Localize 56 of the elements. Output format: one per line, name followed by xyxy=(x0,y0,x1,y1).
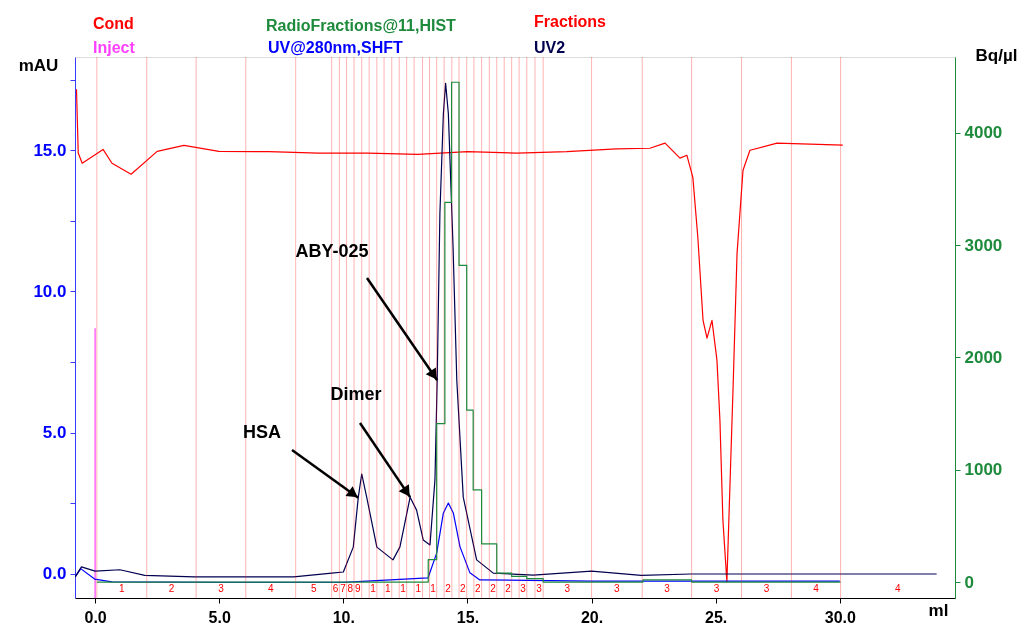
y2-tick-label: 4000 xyxy=(964,123,1003,143)
annotation: 1 xyxy=(119,583,126,594)
y2-tick-label: 1000 xyxy=(964,460,1003,480)
annotation: 6 xyxy=(332,583,339,594)
text: Fractions xyxy=(534,13,607,30)
annotation: 2 xyxy=(460,583,467,594)
y2-axis-title: Bq/µl xyxy=(975,45,1018,65)
annotation: 3 xyxy=(520,583,527,594)
annotation: HSA xyxy=(242,422,282,442)
annotation: 7 xyxy=(340,583,347,594)
y-tick-label: 5.0 xyxy=(42,423,67,443)
text: UV@280nm,SHFT xyxy=(268,39,403,56)
annotation: 4 xyxy=(267,583,274,594)
annotation: 2 xyxy=(445,583,452,594)
x-tick-label: 10. xyxy=(332,608,355,626)
annotation: 1 xyxy=(415,583,422,594)
annotation: 2 xyxy=(168,583,175,594)
annotation: 2 xyxy=(474,583,481,594)
annotation: 8 xyxy=(347,583,354,594)
annotation: 3 xyxy=(564,583,571,594)
y-tick-label: 10.0 xyxy=(33,281,67,301)
annotation: 2 xyxy=(505,583,512,594)
annotation: 4 xyxy=(895,583,901,594)
annotation: 9 xyxy=(355,583,362,594)
annotation: 3 xyxy=(713,583,720,594)
annotation: ABY-025 xyxy=(295,241,369,261)
y-axis-title: mAU xyxy=(18,55,59,75)
y-tick-label: 15.0 xyxy=(33,140,67,160)
annotation: 1 xyxy=(370,583,377,594)
annotation: 1 xyxy=(430,583,437,594)
annotation: 3 xyxy=(614,583,621,594)
x-tick-label: 25. xyxy=(705,608,728,626)
y2-tick-label: 0 xyxy=(964,572,974,592)
annotation: Dimer xyxy=(330,384,382,404)
x-axis-title: ml xyxy=(928,600,949,620)
x-tick-label: 5.0 xyxy=(208,608,231,626)
annotation: 1 xyxy=(400,583,407,594)
y2-tick-label: 2000 xyxy=(964,347,1003,367)
x-tick-label: 30.0 xyxy=(824,608,856,626)
annotation: 4 xyxy=(813,583,820,594)
y2-tick-label: 3000 xyxy=(964,235,1003,255)
annotation: 3 xyxy=(763,583,770,594)
annotation: 3 xyxy=(218,583,225,594)
x-tick-label: 0.0 xyxy=(84,608,107,626)
x-tick-label: 15. xyxy=(456,608,480,626)
annotation: 1 xyxy=(385,583,392,594)
text: Cond xyxy=(93,15,134,32)
x-tick-label: 20. xyxy=(580,608,604,626)
text: UV2 xyxy=(534,39,566,56)
y-tick-label: 0.0 xyxy=(42,564,67,584)
annotation: 5 xyxy=(310,583,317,594)
annotation: 2 xyxy=(490,583,497,594)
text: Inject xyxy=(93,39,136,56)
annotation: 3 xyxy=(536,583,543,594)
annotation: 3 xyxy=(664,583,671,594)
text: RadioFractions@11,HIST xyxy=(266,17,457,34)
